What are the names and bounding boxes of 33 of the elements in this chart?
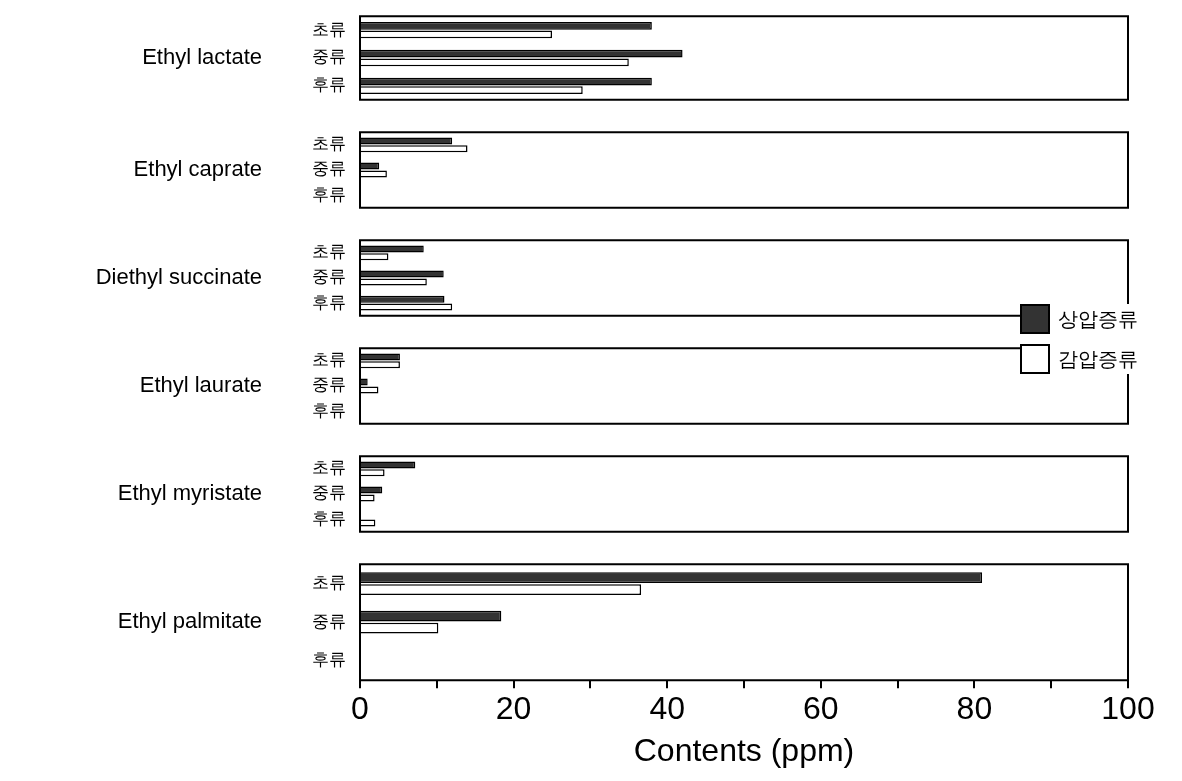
y-axis-title: Ethyl laurate: [139, 372, 262, 398]
y-tick-label: 후류: [312, 74, 346, 95]
x-tick-label: 100: [1101, 690, 1155, 727]
y-axis-title: Ethyl myristate: [117, 480, 262, 506]
y-axis-title: Diethyl succinate: [95, 264, 262, 290]
y-tick-label: 중류: [312, 266, 346, 287]
y-axis-title: Ethyl lactate: [142, 44, 262, 70]
y-tick-label: 초류: [312, 241, 346, 262]
legend-label: 상압증류: [1058, 305, 1138, 333]
y-tick-label: 후류: [312, 399, 346, 420]
y-tick-label: 후류: [312, 291, 346, 312]
text: 감압증류: [1058, 345, 1138, 373]
x-tick-label: 20: [495, 690, 532, 727]
y-tick-label: 초류: [312, 571, 346, 592]
y-tick-label: 중류: [312, 374, 346, 395]
x-tick-label: 40: [649, 690, 685, 727]
y-tick-label: 초류: [312, 133, 346, 154]
y-tick-label: 후류: [312, 649, 346, 670]
y-tick-label: 중류: [312, 482, 346, 503]
x-tick-label: 0: [351, 690, 369, 727]
y-tick-label: 초류: [312, 349, 346, 370]
x-axis-title: Contents (ppm): [633, 731, 855, 768]
y-tick-label: 중류: [312, 46, 346, 67]
y-axis-title: Ethyl palmitate: [117, 608, 262, 634]
y-tick-label: 후류: [312, 507, 346, 528]
y-tick-label: 초류: [312, 457, 346, 478]
y-tick-label: 초류: [312, 18, 346, 39]
y-tick-label: 중류: [312, 610, 346, 631]
y-tick-label: 후류: [312, 183, 346, 204]
y-axis-title: Ethyl caprate: [133, 156, 262, 182]
x-tick-label: 80: [956, 690, 993, 727]
y-tick-label: 중류: [312, 158, 346, 179]
x-tick-label: 60: [803, 690, 839, 727]
